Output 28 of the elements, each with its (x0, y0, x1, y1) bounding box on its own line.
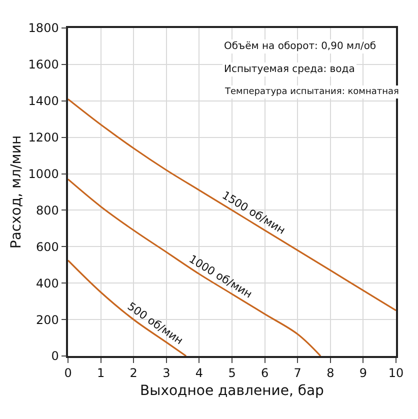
annotation: Объём на оборот: 0,90 мл/об (224, 41, 376, 52)
x-tick-label: 0 (64, 366, 72, 380)
y-tick-label: 0 (51, 349, 59, 364)
y-tick-label: 800 (36, 203, 59, 218)
y-tick-label: 200 (36, 312, 59, 327)
x-tick-label: 8 (326, 366, 334, 380)
line-series (68, 260, 187, 356)
annotation: Температура испытания: комнатная (224, 87, 399, 97)
annotation: Испытуемая среда: вода (224, 64, 355, 75)
y-tick-label: 400 (36, 276, 59, 290)
y-tick-label: 1800 (28, 21, 59, 36)
x-tick-label: 9 (359, 366, 368, 380)
x-tick-label: 7 (294, 366, 302, 380)
y-tick-label: 1000 (28, 166, 59, 181)
line-series (68, 178, 322, 356)
x-tick-label: 1 (96, 366, 105, 380)
y-axis-title: Расход, мл/мин (8, 135, 24, 249)
x-tick-label: 10 (388, 366, 404, 380)
x-tick-label: 5 (228, 366, 236, 380)
y-tick-label: 600 (36, 240, 59, 254)
y-tick-label: 1400 (28, 94, 59, 108)
x-axis-title: Выходное давление, бар (140, 382, 324, 399)
y-tick-label: 1600 (28, 58, 59, 72)
y-tick-label: 1200 (28, 130, 59, 145)
x-tick-label: 2 (130, 366, 138, 380)
x-tick-label: 4 (195, 366, 204, 380)
x-tick-label: 6 (260, 366, 269, 380)
x-tick-label: 3 (162, 366, 170, 380)
